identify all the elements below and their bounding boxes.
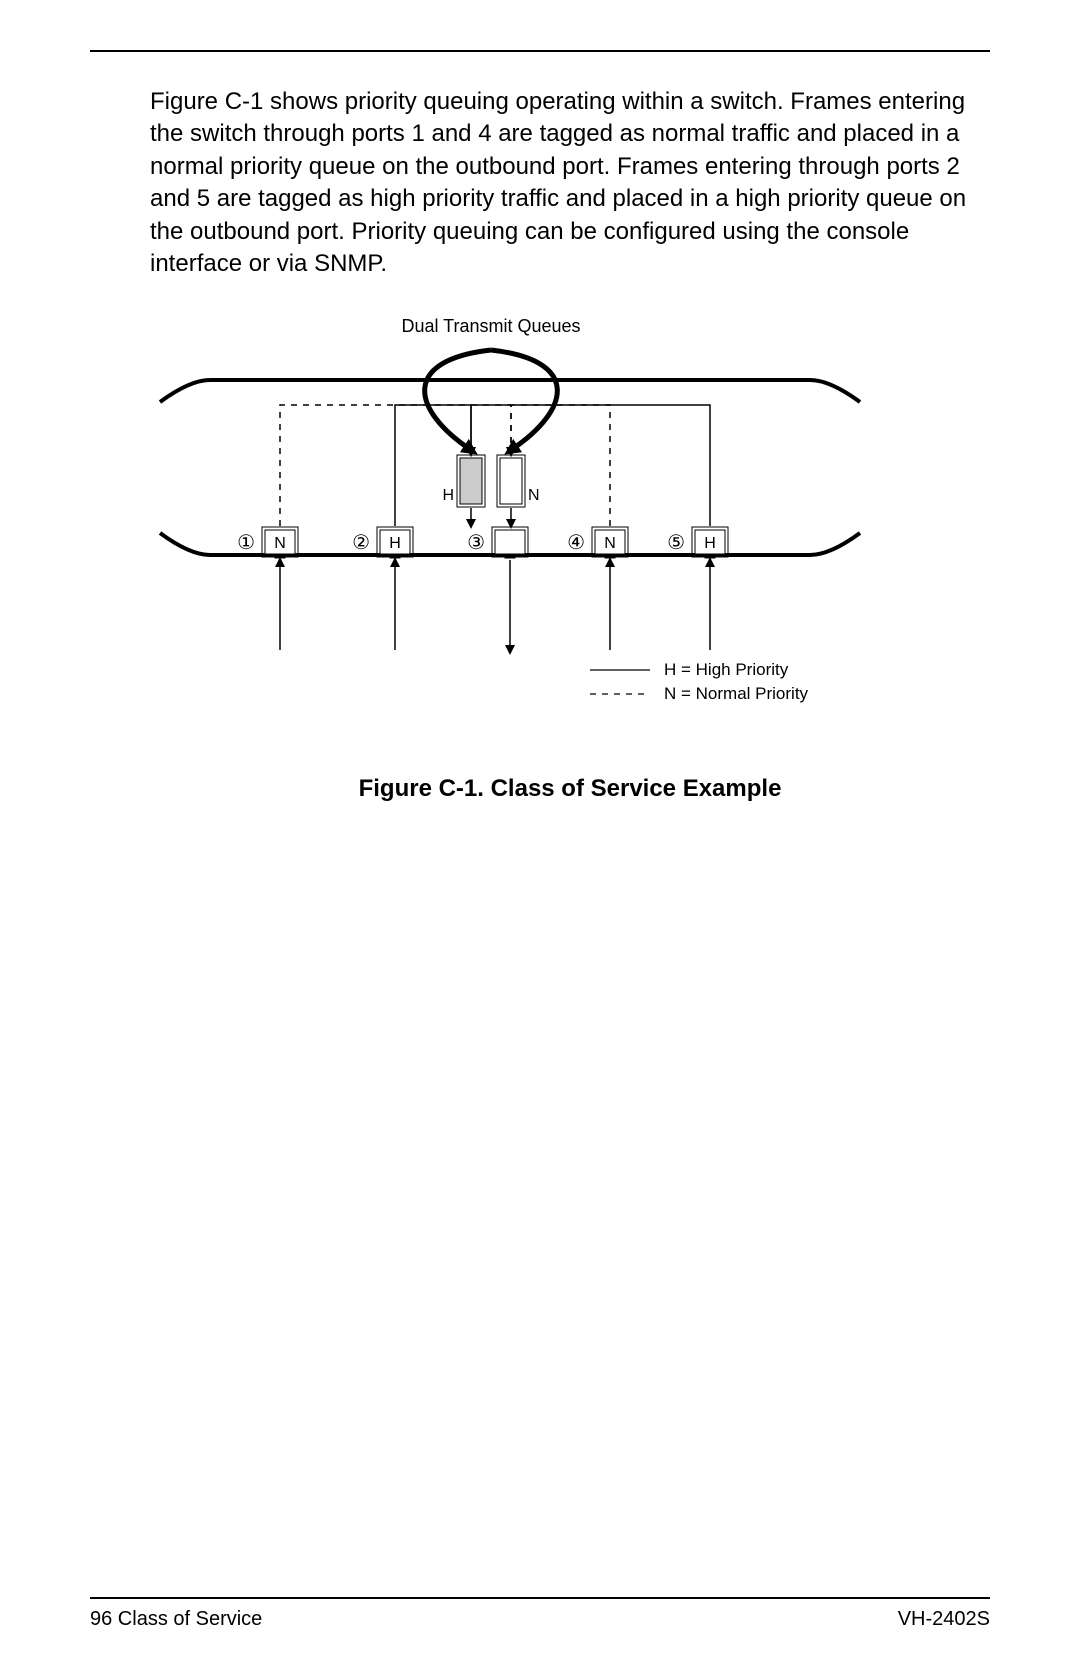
svg-text:③: ③: [467, 532, 485, 554]
footer-right: VH-2402S: [898, 1608, 990, 1631]
page: Figure C-1 shows priority queuing operat…: [0, 0, 1080, 1669]
svg-text:④: ④: [567, 532, 585, 554]
body-paragraph: Figure C-1 shows priority queuing operat…: [150, 86, 980, 280]
svg-text:N: N: [604, 535, 616, 552]
svg-text:②: ②: [352, 532, 370, 554]
svg-text:N: N: [274, 535, 286, 552]
svg-text:N: N: [528, 487, 540, 504]
svg-text:N = Normal Priority: N = Normal Priority: [664, 684, 809, 703]
svg-text:⑤: ⑤: [667, 532, 685, 554]
svg-text:①: ①: [237, 532, 255, 554]
footer: 96 Class of Service VH-2402S: [90, 1608, 990, 1631]
top-rule: [90, 50, 990, 52]
cos-diagram: Dual Transmit Queues H N ① N ② H ③ ④ N ⑤ H H = High …: [150, 310, 870, 740]
footer-left: 96 Class of Service: [90, 1608, 262, 1631]
figure: Dual Transmit Queues H N ① N ② H ③ ④ N ⑤ H H = High …: [150, 310, 990, 745]
svg-text:H = High Priority: H = High Priority: [664, 660, 789, 679]
svg-text:H: H: [389, 535, 401, 552]
svg-text:H: H: [442, 487, 454, 504]
svg-text:H: H: [704, 535, 716, 552]
svg-text:Dual Transmit Queues: Dual Transmit Queues: [401, 316, 580, 336]
bottom-rule: [90, 1597, 990, 1599]
figure-caption: Figure C-1. Class of Service Example: [150, 775, 990, 803]
